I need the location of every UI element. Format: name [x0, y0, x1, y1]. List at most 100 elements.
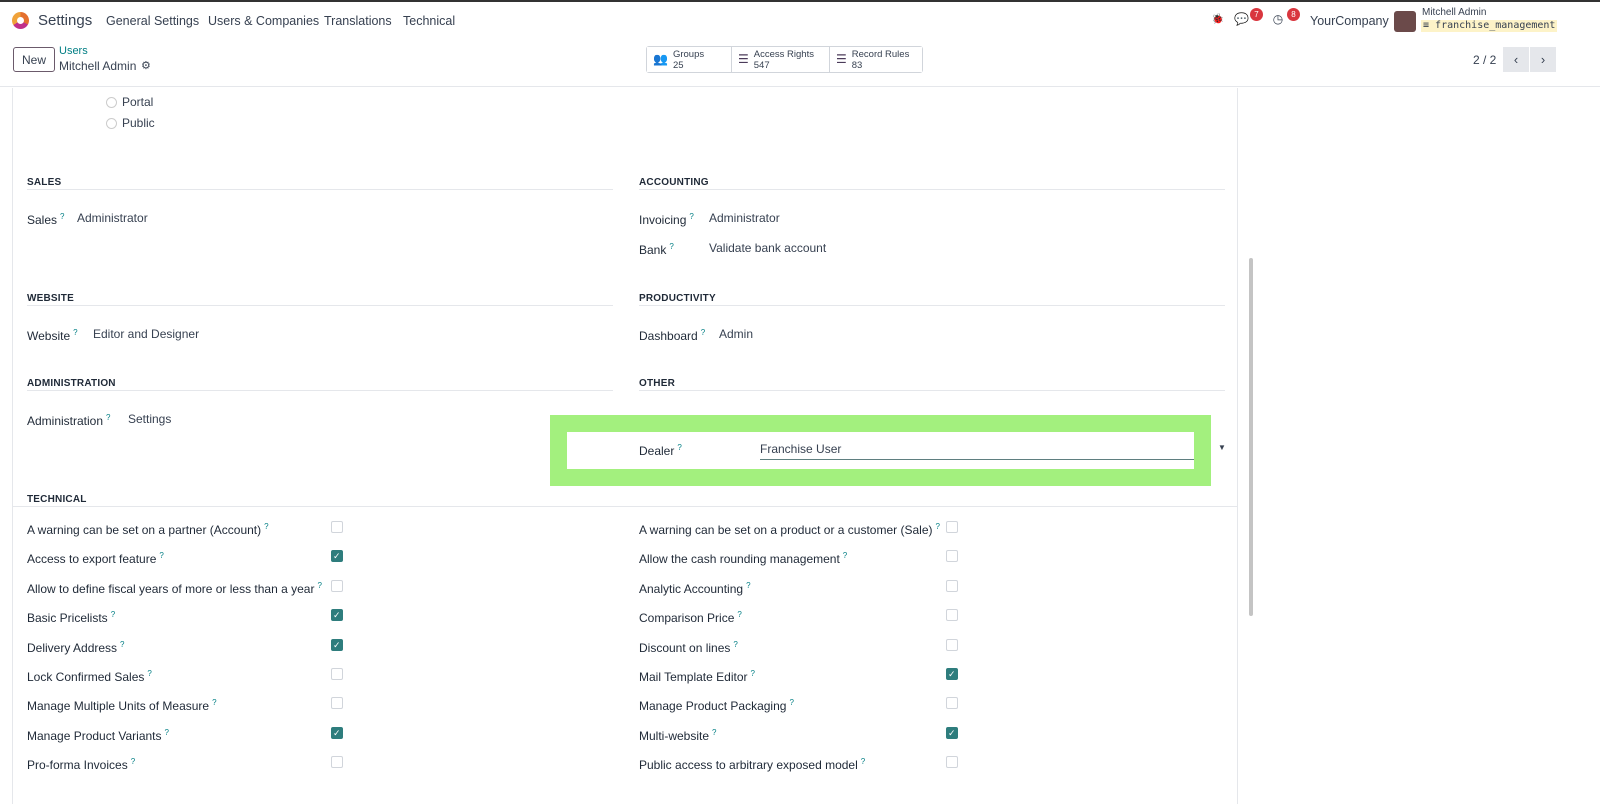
section-technical: TECHNICAL — [27, 494, 87, 505]
field-label-bank: Bank? — [639, 242, 674, 257]
field-label-dashboard: Dashboard? — [639, 328, 706, 343]
label-text: Access to export feature — [27, 552, 157, 567]
technical-option-checkbox[interactable] — [331, 638, 343, 651]
technical-option-checkbox[interactable] — [331, 579, 343, 592]
technical-option-checkbox[interactable] — [946, 609, 958, 622]
technical-option-label: Comparison Price? — [639, 610, 742, 626]
technical-option-checkbox[interactable] — [331, 550, 343, 563]
technical-option-checkbox[interactable] — [946, 638, 958, 651]
user-name[interactable]: Mitchell Admin — [1422, 7, 1487, 18]
section-other: OTHER — [639, 378, 675, 389]
technical-option-checkbox[interactable] — [946, 550, 958, 563]
label-text: Sales — [27, 213, 58, 227]
field-bank[interactable]: Validate bank account — [709, 241, 827, 255]
technical-option-checkbox[interactable] — [946, 697, 958, 710]
technical-option-checkbox[interactable] — [946, 726, 958, 739]
label-text: Mail Template Editor — [639, 670, 748, 684]
divider — [639, 189, 1225, 190]
field-label-dealer: Dealer? — [639, 443, 682, 458]
field-label-administration: Administration? — [27, 413, 111, 428]
technical-option-checkbox[interactable] — [331, 609, 343, 622]
radio-public[interactable] — [106, 118, 117, 129]
highlight-inner — [567, 432, 1194, 469]
technical-option-checkbox[interactable] — [946, 756, 958, 769]
technical-option-label: A warning can be set on a product or a c… — [639, 522, 940, 537]
technical-option-checkbox[interactable] — [331, 726, 343, 739]
radio-portal[interactable] — [106, 97, 117, 108]
database-name: ≡ franchise_management — [1421, 20, 1558, 32]
label-text: Analytic Accounting — [639, 581, 744, 596]
stat-label: Groups — [672, 48, 705, 60]
technical-option-label: Basic Pricelists? — [27, 610, 116, 626]
new-button[interactable]: New — [13, 47, 55, 72]
field-website[interactable]: Editor and Designer — [93, 327, 200, 341]
field-label-sales: Sales? — [27, 212, 65, 227]
divider — [27, 305, 613, 306]
label-text: Multi-website — [639, 728, 710, 743]
user-avatar[interactable] — [1394, 11, 1416, 32]
list-icon: ☰ — [836, 52, 847, 66]
technical-option-checkbox[interactable] — [946, 579, 958, 592]
menu-technical[interactable]: Technical — [403, 14, 456, 28]
menu-translations[interactable]: Translations — [324, 14, 392, 28]
dropdown-caret-icon[interactable]: ▼ — [1218, 443, 1226, 452]
field-label-invoicing: Invoicing? — [639, 212, 694, 227]
technical-option-label: Multi-website? — [639, 727, 717, 743]
label-text: Pro-forma Invoices — [27, 758, 128, 773]
field-invoicing[interactable]: Administrator — [709, 211, 780, 225]
label-text: A warning can be set on a product or a c… — [639, 523, 933, 537]
section-accounting: ACCOUNTING — [639, 177, 709, 188]
window-top-border — [0, 0, 1600, 2]
divider — [27, 189, 613, 190]
menu-general-settings[interactable]: General Settings — [106, 14, 200, 28]
debug-bug-icon[interactable]: 🐞 — [1211, 14, 1225, 25]
label-text: Delivery Address — [27, 640, 118, 655]
record-rules-button[interactable]: ☰ Record Rules 83 — [830, 47, 922, 72]
technical-option-checkbox[interactable] — [946, 668, 958, 680]
breadcrumb-users[interactable]: Users — [59, 45, 88, 57]
stat-label: Access Rights — [753, 48, 814, 60]
technical-option-label: Allow the cash rounding management? — [639, 551, 848, 567]
stat-value: 547 — [753, 59, 770, 71]
form-sheet — [12, 88, 1238, 804]
radio-portal-label: Portal — [122, 95, 154, 109]
activity-clock-icon[interactable]: ◷ — [1272, 12, 1284, 26]
field-dealer[interactable]: Franchise User — [760, 442, 1194, 460]
technical-option-checkbox[interactable] — [331, 521, 343, 533]
field-administration[interactable]: Settings — [128, 412, 172, 426]
database-label: franchise_management — [1435, 20, 1556, 31]
menu-users-companies[interactable]: Users & Companies — [208, 14, 320, 28]
groups-button[interactable]: 👥 Groups 25 — [647, 47, 732, 72]
label-text: Public access to arbitrary exposed model — [639, 758, 858, 773]
divider — [639, 390, 1225, 391]
field-dashboard[interactable]: Admin — [719, 327, 754, 341]
technical-option-checkbox[interactable] — [331, 756, 343, 769]
company-switcher[interactable]: YourCompany — [1310, 14, 1389, 28]
technical-option-checkbox[interactable] — [331, 668, 343, 680]
section-sales: SALES — [27, 177, 62, 188]
odoo-logo-icon[interactable] — [12, 12, 29, 29]
messages-icon[interactable]: 💬 — [1234, 12, 1249, 26]
gear-icon[interactable]: ⚙ — [141, 60, 151, 72]
label-text: Allow the cash rounding management — [639, 552, 840, 567]
label-text: Invoicing — [639, 213, 687, 227]
label-text: A warning can be set on a partner (Accou… — [27, 523, 262, 537]
technical-option-checkbox[interactable] — [331, 697, 343, 710]
label-text: Discount on lines — [639, 640, 731, 655]
app-name[interactable]: Settings — [38, 12, 93, 29]
field-sales[interactable]: Administrator — [77, 211, 148, 225]
technical-option-label: Delivery Address? — [27, 639, 125, 655]
pager-previous-button[interactable]: ‹ — [1503, 47, 1529, 72]
access-rights-button[interactable]: ☰ Access Rights 547 — [732, 47, 830, 72]
technical-option-label: Manage Product Variants? — [27, 727, 169, 743]
scrollbar[interactable] — [1249, 258, 1253, 616]
messages-badge: 7 — [1250, 8, 1263, 21]
pager-value: 2 / 2 — [1473, 53, 1497, 67]
stat-label: Record Rules — [851, 48, 910, 60]
technical-option-label: Allow to define fiscal years of more or … — [27, 580, 322, 596]
divider — [13, 506, 1238, 507]
technical-option-label: Mail Template Editor? — [639, 669, 755, 684]
technical-option-label: Discount on lines? — [639, 639, 738, 655]
technical-option-checkbox[interactable] — [946, 521, 958, 533]
pager-next-button[interactable]: › — [1530, 47, 1556, 72]
